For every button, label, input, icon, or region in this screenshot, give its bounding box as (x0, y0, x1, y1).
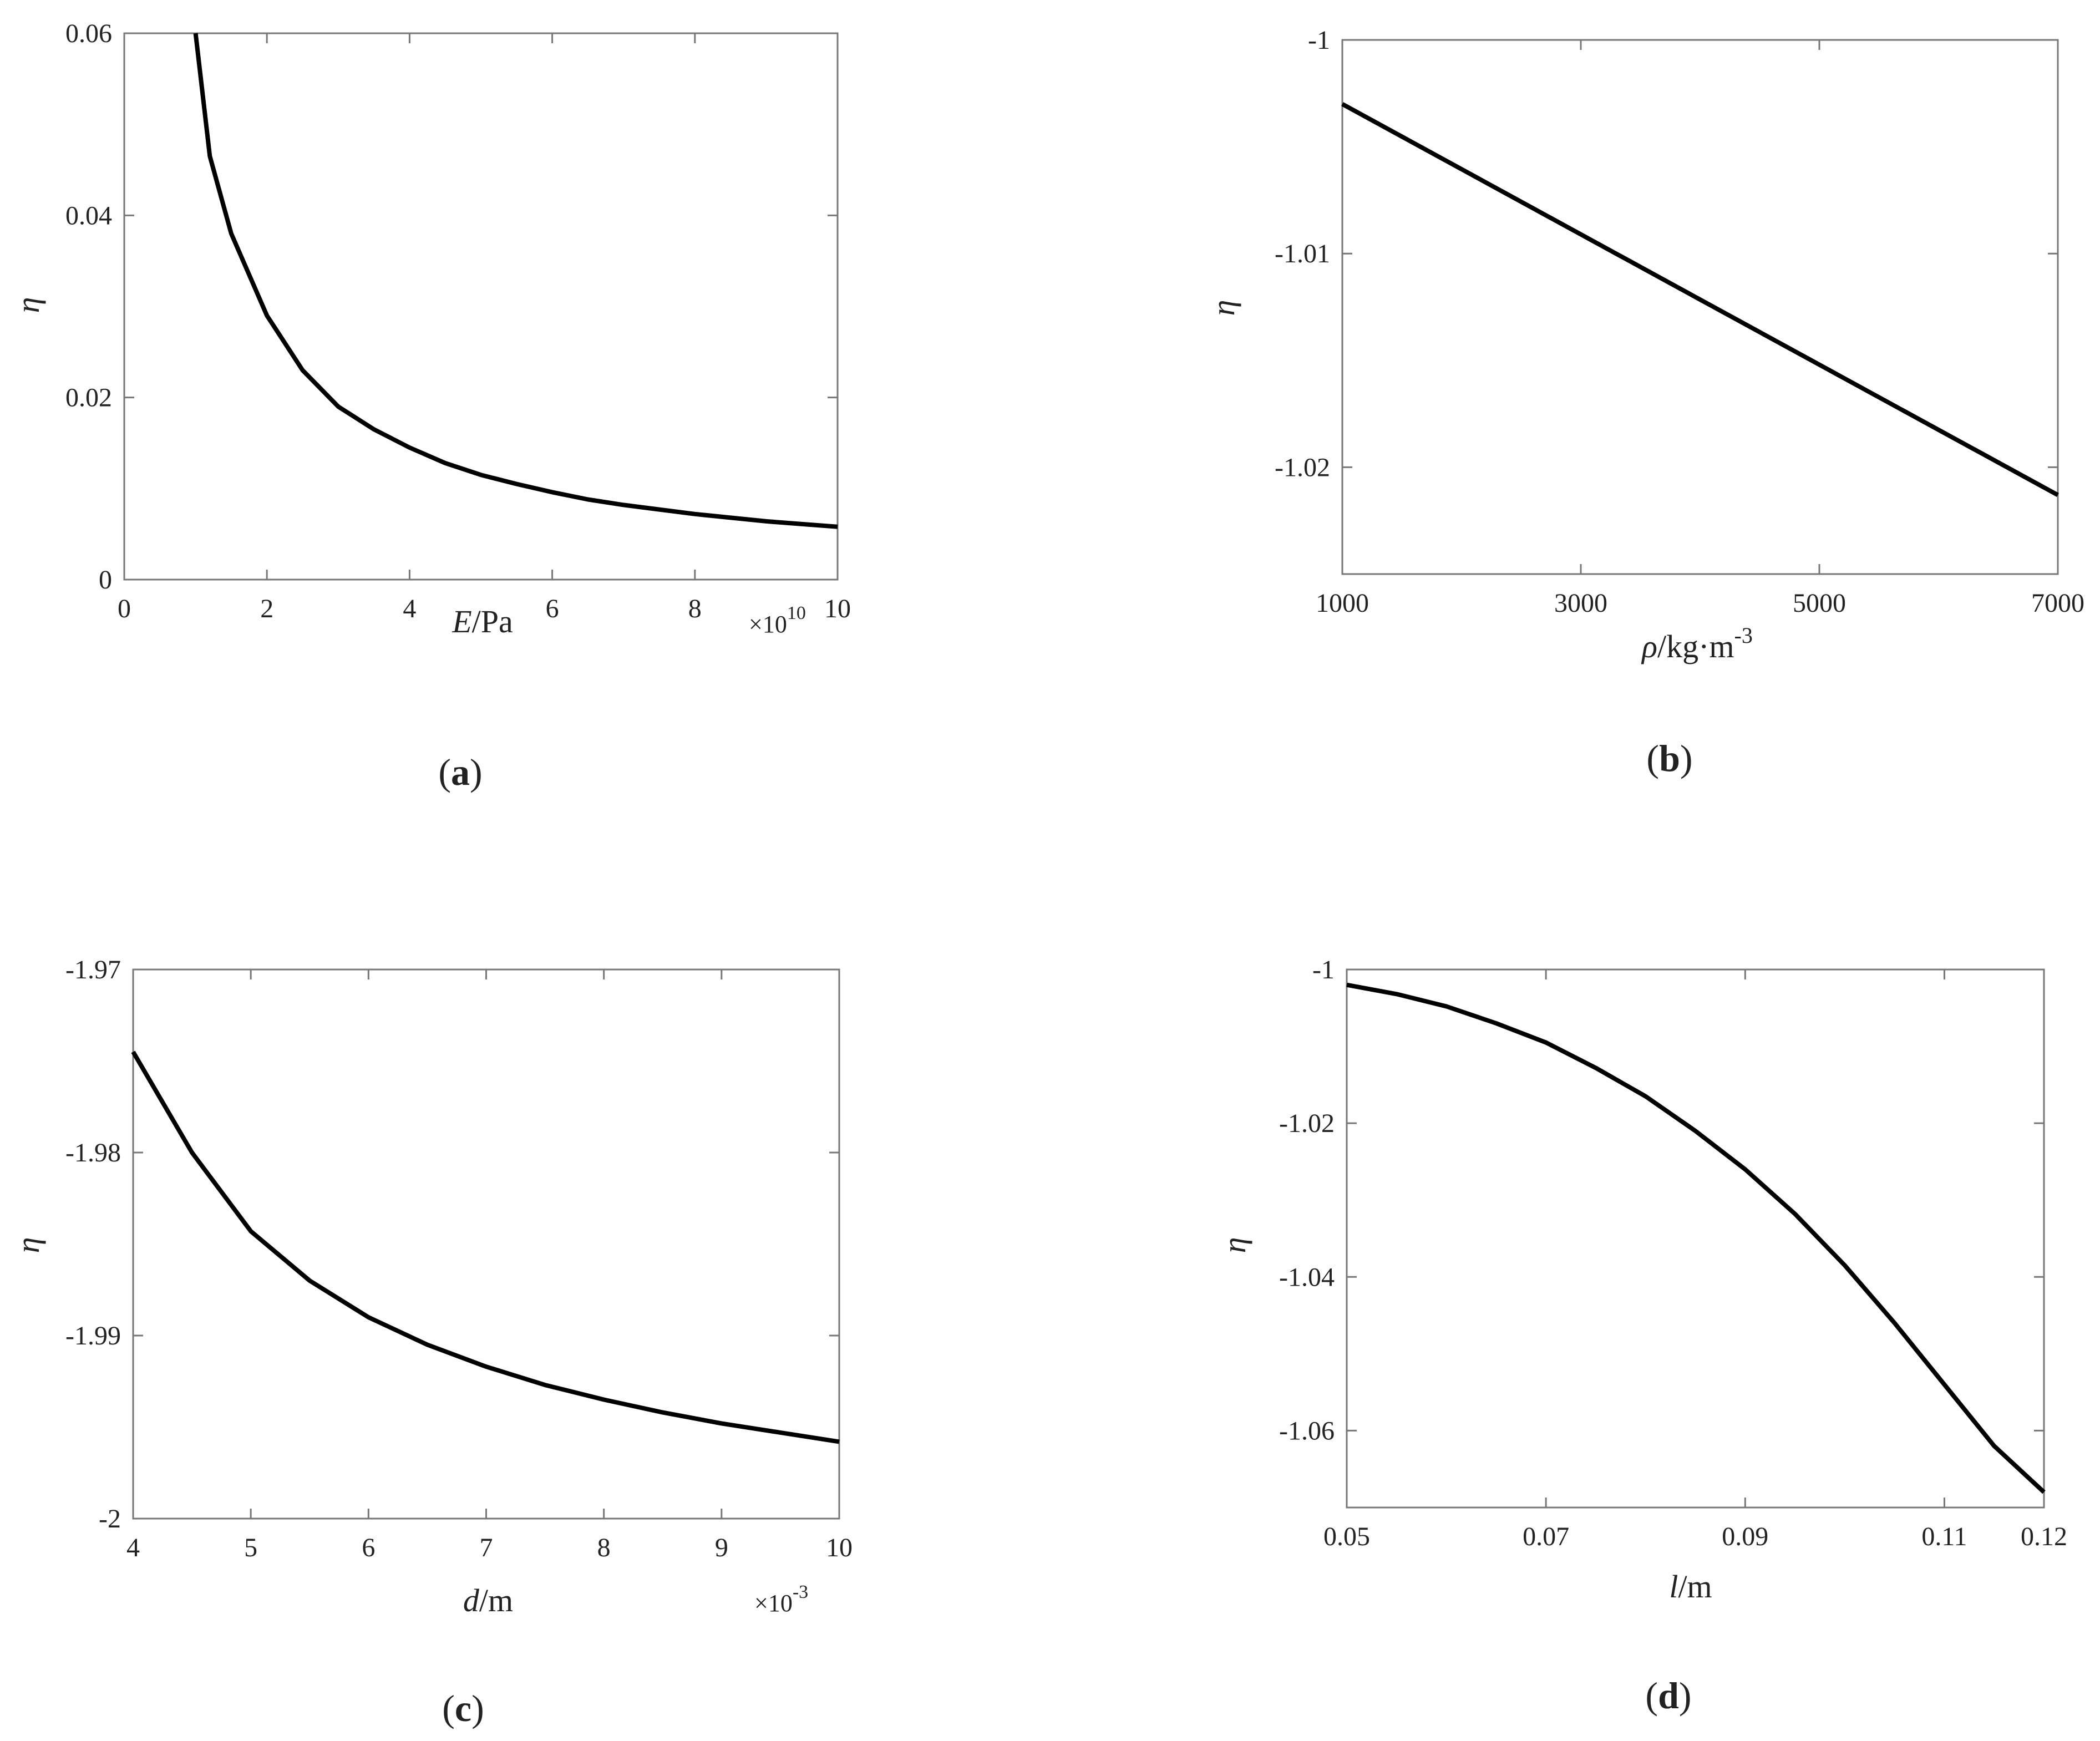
caption-letter: a (451, 751, 470, 793)
y-tick-label: -1.04 (1279, 1262, 1335, 1292)
x-axis-label: l/m (1669, 1569, 1712, 1605)
series-line (1346, 982, 2046, 1494)
y-tick-label: -1 (1308, 26, 1330, 55)
exponent-base: ×10 (749, 611, 787, 638)
x-axis-label-symbol: l (1669, 1569, 1678, 1605)
x-tick-label: 5000 (1793, 588, 1846, 618)
x-tick-label: 4 (126, 1533, 140, 1562)
x-tick-label: 7 (480, 1533, 493, 1562)
y-axis-label: η (10, 297, 46, 313)
x-tick-label: 3000 (1554, 588, 1607, 618)
series-line (193, 33, 838, 529)
panel-caption: (d) (1645, 1674, 1691, 1717)
x-tick-label: 1000 (1316, 588, 1369, 618)
x-tick-label: 6 (546, 594, 559, 623)
y-tick-label: 0.02 (65, 383, 112, 413)
caption-close-paren: ) (470, 751, 483, 793)
x-axis-label: E/Pa (452, 603, 513, 639)
caption-letter: d (1658, 1674, 1679, 1717)
caption-letter: c (455, 1687, 471, 1729)
chart-c: 4 5 6 7 8 9 10 -1.97 -1.98 -1.99 -2 η d/m ×10-3 (c) (10, 955, 853, 1729)
panel-caption: (c) (442, 1687, 484, 1729)
panel-caption: (a) (438, 751, 482, 793)
exponent-power: -3 (793, 1582, 808, 1602)
y-tick-label: -1.02 (1279, 1109, 1335, 1138)
caption-open-paren: ( (438, 751, 451, 793)
x-axis-label: d/m (463, 1582, 513, 1618)
y-axis-label: η (1216, 1237, 1252, 1253)
caption-close-paren: ) (1679, 1674, 1692, 1717)
x-tick-label: 0.11 (1921, 1522, 1967, 1551)
caption-close-paren: ) (471, 1687, 484, 1729)
y-tick-label: 0.06 (65, 19, 112, 48)
y-axis-label: η (10, 1237, 46, 1253)
y-tick-label: -1.06 (1279, 1416, 1335, 1445)
x-axis-exponent: ×1010 (749, 603, 806, 638)
x-axis-label-symbol: E (452, 603, 471, 639)
x-axis-label-unit: /m (479, 1582, 513, 1618)
plot-frame (1341, 39, 2059, 575)
y-tick-label: -1 (1312, 955, 1335, 984)
x-tick-label: 8 (688, 594, 702, 623)
x-tick-label: 0.12 (2021, 1522, 2067, 1551)
plot-frame (1346, 968, 2045, 1509)
x-tick-label: 4 (403, 594, 416, 623)
caption-open-paren: ( (442, 1687, 455, 1729)
y-tick-label: 0.04 (65, 201, 112, 230)
x-tick-label: 10 (824, 594, 851, 623)
x-tick-label: 5 (244, 1533, 257, 1562)
x-tick-label: 10 (826, 1533, 853, 1562)
y-tick-label: -2 (99, 1504, 121, 1534)
x-axis-label-superscript: -3 (1734, 623, 1753, 648)
x-tick-label: 0.09 (1722, 1522, 1768, 1551)
x-tick-label: 7000 (2031, 588, 2084, 618)
x-tick-label: 0.05 (1323, 1522, 1370, 1551)
y-tick-label: 0 (99, 565, 112, 595)
x-axis-exponent: ×10-3 (754, 1582, 808, 1617)
x-axis-label-unit: /m (1678, 1569, 1712, 1605)
exponent-base: ×10 (754, 1590, 793, 1617)
caption-letter: b (1659, 737, 1680, 779)
y-tick-label: -1.97 (65, 955, 121, 984)
x-tick-label: 2 (260, 594, 273, 623)
panel-caption: (b) (1646, 737, 1692, 779)
x-axis-label: ρ/kg·m-3 (1641, 623, 1753, 664)
x-tick-label: 9 (715, 1533, 728, 1562)
caption-close-paren: ) (1680, 737, 1693, 779)
chart-b: 1000 3000 5000 7000 -1 -1.01 -1.02 η ρ/kg·m-3 (b) (1205, 26, 2084, 779)
x-axis-label-unit: /kg·m (1657, 628, 1734, 664)
x-axis-label-unit: /Pa (472, 603, 513, 639)
x-tick-label: 8 (597, 1533, 611, 1562)
plot-frame (123, 32, 839, 581)
y-tick-label: -1.99 (65, 1321, 121, 1351)
series-line (1341, 102, 2059, 498)
caption-open-paren: ( (1645, 1674, 1658, 1717)
x-tick-label: 6 (362, 1533, 375, 1562)
x-axis-label-symbol: ρ (1641, 628, 1657, 664)
chart-d: 0.05 0.07 0.09 0.11 0.12 -1 -1.02 -1.04 -1.06 η l/… (1216, 955, 2067, 1717)
y-tick-label: -1.02 (1275, 453, 1330, 482)
exponent-power: 10 (787, 603, 806, 623)
y-tick-label: -1.01 (1275, 239, 1330, 268)
plot-frame (132, 968, 840, 1520)
series-line (131, 1050, 840, 1444)
caption-open-paren: ( (1646, 737, 1659, 779)
y-tick-label: -1.98 (65, 1138, 121, 1168)
x-tick-label: 0 (118, 594, 131, 623)
y-axis-label: η (1205, 300, 1241, 316)
x-tick-label: 0.07 (1523, 1522, 1569, 1551)
x-axis-label-symbol: d (463, 1582, 480, 1618)
